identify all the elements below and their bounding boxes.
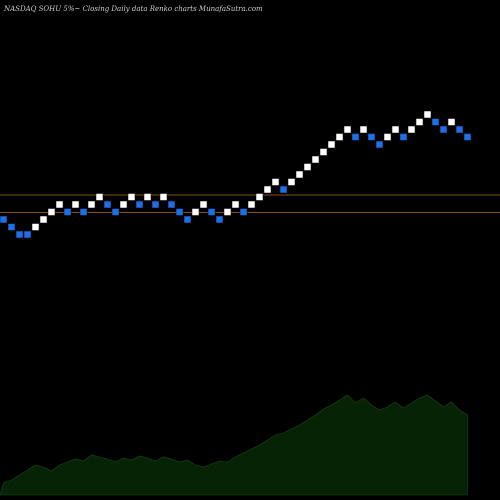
renko-brick [55, 200, 64, 209]
renko-brick [311, 155, 320, 164]
renko-brick [455, 125, 464, 134]
renko-brick [71, 200, 80, 209]
renko-brick [103, 200, 112, 209]
renko-brick [31, 223, 40, 231]
renko-brick [151, 200, 160, 209]
renko-brick [23, 230, 32, 239]
renko-brick [335, 133, 344, 141]
renko-brick [255, 193, 264, 201]
renko-bricks [0, 110, 472, 239]
renko-brick [463, 133, 472, 141]
renko-brick [183, 215, 192, 224]
renko-brick [295, 170, 304, 179]
renko-brick [175, 208, 184, 216]
volume-area [0, 394, 468, 496]
renko-brick [287, 178, 296, 186]
renko-brick [143, 193, 152, 201]
renko-brick [15, 230, 24, 239]
renko-brick [415, 118, 424, 126]
volume-area-path [0, 394, 468, 496]
renko-brick [351, 133, 360, 141]
renko-brick [271, 178, 280, 186]
renko-brick [135, 200, 144, 209]
renko-brick [447, 118, 456, 126]
renko-brick [7, 223, 16, 231]
renko-brick [375, 140, 384, 149]
renko-brick [63, 208, 72, 216]
renko-brick [431, 118, 440, 126]
renko-brick [247, 200, 256, 209]
chart-title: NASDAQ SOHU 5%~ Closing Daily data Renko… [3, 5, 263, 13]
renko-brick [399, 133, 408, 141]
renko-brick [87, 200, 96, 209]
renko-brick [303, 163, 312, 171]
renko-brick [231, 200, 240, 209]
renko-brick [383, 133, 392, 141]
renko-brick [407, 125, 416, 134]
renko-brick [191, 208, 200, 216]
renko-brick [119, 200, 128, 209]
renko-brick [111, 208, 120, 216]
renko-brick [391, 125, 400, 134]
renko-brick [223, 208, 232, 216]
renko-brick [343, 125, 352, 134]
renko-brick [439, 125, 448, 134]
renko-brick [159, 193, 168, 201]
renko-brick [367, 133, 376, 141]
renko-brick [39, 215, 48, 224]
renko-brick [423, 110, 432, 119]
renko-brick [167, 200, 176, 209]
renko-brick [279, 185, 288, 194]
renko-brick [79, 208, 88, 216]
renko-brick [127, 193, 136, 201]
renko-brick [95, 193, 104, 201]
renko-brick [239, 208, 248, 216]
renko-brick [0, 215, 8, 224]
renko-brick [207, 208, 216, 216]
renko-brick [263, 185, 272, 194]
renko-brick [319, 148, 328, 156]
renko-brick [215, 215, 224, 224]
renko-brick [359, 125, 368, 134]
renko-brick [47, 208, 56, 216]
renko-brick [327, 140, 336, 149]
renko-brick [199, 200, 208, 209]
